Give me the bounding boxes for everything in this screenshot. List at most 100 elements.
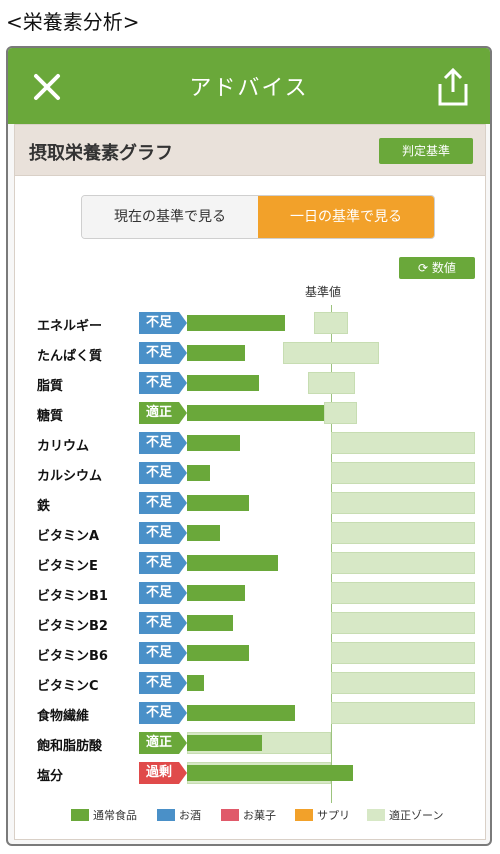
nutrient-row: ビタミンA 不足 [15,519,485,549]
card-title: 摂取栄養素グラフ [29,143,173,164]
card-header: 摂取栄養素グラフ 判定基準 [15,125,485,176]
nutrient-row: ビタミンB1 不足 [15,579,485,609]
appropriate-zone [331,522,475,544]
nutrient-row: ビタミンE 不足 [15,549,485,579]
nutrient-name: 食物繊維 [37,709,90,724]
intake-bar [187,405,324,421]
nutrient-name: ビタミンB2 [37,619,108,634]
appropriate-zone [331,552,475,574]
nutrient-name: カルシウム [37,469,103,484]
status-arrow [179,432,187,454]
close-icon[interactable] [30,70,64,104]
status-badge: 不足 [139,492,179,514]
status-arrow [179,492,187,514]
intake-bar [187,525,221,541]
appropriate-zone [283,342,379,364]
legend: 通常食品 お酒 お菓子 サプリ 適正ゾーン [71,805,490,825]
refresh-icon: ⟳ [418,261,432,275]
appropriate-zone [331,582,475,604]
intake-bar [187,675,205,691]
status-badge: 適正 [139,732,179,754]
nutrient-row: 鉄 不足 [15,489,485,519]
status-arrow [179,612,187,634]
app-screen: アドバイス 摂取栄養素グラフ 判定基準 現在の基準で見る 一日の基準で見る ⟳ … [6,46,492,846]
status-arrow [179,582,187,604]
status-badge: 不足 [139,342,179,364]
intake-bar [187,345,245,361]
status-badge: 不足 [139,552,179,574]
status-arrow [179,702,187,724]
status-badge: 不足 [139,672,179,694]
page-caption: <栄養素分析> [6,10,140,34]
status-badge: 不足 [139,462,179,484]
nutrient-name: 鉄 [37,499,51,514]
nutrient-name: エネルギー [37,319,103,334]
appropriate-zone [331,492,475,514]
nutrient-name: ビタミンB6 [37,649,108,664]
nutrient-name: 塩分 [37,769,64,784]
status-arrow [179,552,187,574]
nutrient-name: たんぱく質 [37,349,103,364]
status-badge: 不足 [139,432,179,454]
intake-bar [187,615,234,631]
nutrient-row: エネルギー 不足 [15,309,485,339]
legend-label: サプリ [317,809,350,822]
legend-swatch [221,809,239,821]
nutrient-row: 塩分 過剰 [15,759,485,789]
nutrient-name: ビタミンB1 [37,589,108,604]
legend-label: お酒 [179,809,201,822]
nutrient-name: ビタミンE [37,559,98,574]
nutrient-name: ビタミンC [37,679,99,694]
appropriate-zone [323,402,357,424]
status-arrow [179,522,187,544]
intake-bar [187,705,295,721]
legend-swatch [157,809,175,821]
status-badge: 不足 [139,582,179,604]
appropriate-zone [331,672,475,694]
reference-label: 基準値 [305,285,342,299]
nutrient-row: 飽和脂肪酸 適正 [15,729,485,759]
intake-bar [187,585,245,601]
status-badge: 不足 [139,372,179,394]
status-arrow [179,342,187,364]
status-arrow [179,762,187,784]
nutrient-row: 糖質 適正 [15,399,485,429]
nutrient-graph-card: 摂取栄養素グラフ 判定基準 現在の基準で見る 一日の基準で見る ⟳ 数値 基準値… [14,124,486,840]
show-values-button[interactable]: ⟳ 数値 [399,257,475,279]
nutrient-name: 脂質 [37,379,64,394]
intake-bar [187,375,259,391]
status-badge: 不足 [139,702,179,724]
intake-bar [187,735,262,751]
toggle-daily-criteria[interactable]: 一日の基準で見る [258,196,434,238]
nutrient-row: ビタミンC 不足 [15,669,485,699]
status-badge: 不足 [139,312,179,334]
nutrient-row: ビタミンB6 不足 [15,639,485,669]
legend-label: お菓子 [243,809,276,822]
status-arrow [179,462,187,484]
share-icon[interactable] [436,66,470,108]
criteria-button[interactable]: 判定基準 [379,138,473,164]
nutrient-row: カルシウム 不足 [15,459,485,489]
nutrient-row: 脂質 不足 [15,369,485,399]
nutrient-name: ビタミンA [37,529,100,544]
appropriate-zone [331,702,475,724]
status-arrow [179,312,187,334]
criteria-toggle: 現在の基準で見る 一日の基準で見る [81,195,435,239]
nutrient-name: 糖質 [37,409,64,424]
intake-bar [187,435,241,451]
status-badge: 適正 [139,402,179,424]
status-arrow [179,642,187,664]
nutrient-row: たんぱく質 不足 [15,339,485,369]
status-badge: 不足 [139,612,179,634]
appropriate-zone [331,612,475,634]
status-badge: 不足 [139,522,179,544]
status-arrow [179,372,187,394]
appropriate-zone [331,462,475,484]
nutrient-name: 飽和脂肪酸 [37,739,103,754]
status-arrow [179,402,187,424]
status-arrow [179,732,187,754]
legend-swatch [295,809,313,821]
intake-bar [187,495,249,511]
appropriate-zone [307,372,356,394]
toggle-current-criteria[interactable]: 現在の基準で見る [82,196,258,238]
